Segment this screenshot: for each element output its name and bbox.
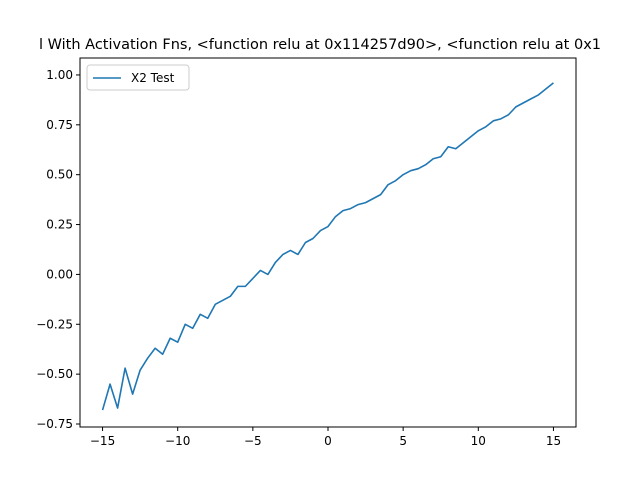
x-tick-label: −5	[244, 434, 262, 448]
y-tick-label: 0.25	[46, 218, 73, 232]
axes-frame	[79, 57, 577, 428]
y-tick-label: 1.00	[46, 68, 73, 82]
x-tick-label: −15	[90, 434, 115, 448]
y-tick-label: 0.00	[46, 267, 73, 281]
plot-area	[101, 82, 554, 411]
x-tick-label: 15	[546, 434, 561, 448]
y-tick-label: −0.75	[36, 417, 73, 431]
y-tick-label: −0.50	[36, 367, 73, 381]
x-tick-label: 10	[471, 434, 486, 448]
x-tick-label: −10	[165, 434, 190, 448]
legend-box	[86, 64, 190, 91]
x-tick-label: 0	[324, 434, 332, 448]
chart-title: l With Activation Fns, <function relu at…	[39, 37, 601, 53]
legend: X2 Test	[86, 64, 190, 91]
y-tick-label: 0.75	[46, 118, 73, 132]
x-tick-label: 5	[399, 434, 407, 448]
axes: −15 −10 −5 0 5 10 15 −0.75 −0.50 −0.25 0.00 0.25 0.5…	[36, 57, 577, 448]
y-tick-label: 0.50	[46, 168, 73, 182]
legend-label: X2 Test	[131, 71, 175, 85]
series-line-0	[101, 82, 554, 411]
y-tick-label: −0.25	[36, 317, 73, 331]
